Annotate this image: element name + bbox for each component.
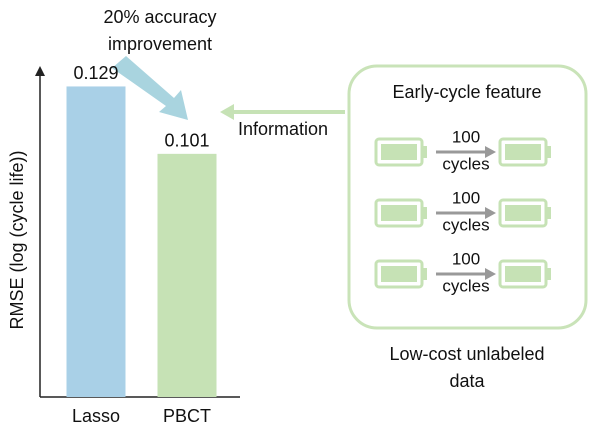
battery-tip (547, 146, 551, 158)
battery-tip (547, 268, 551, 280)
annotation: improvement (108, 34, 212, 54)
info-arrow-head (220, 104, 234, 120)
battery (498, 137, 548, 167)
bar (66, 86, 126, 397)
caption: data (449, 371, 485, 391)
caption: Low-cost unlabeled (389, 344, 544, 364)
battery-fill (381, 144, 417, 160)
value-label: 0.101 (164, 131, 209, 151)
step-arrow-head (485, 207, 496, 219)
step-count: 100 (452, 249, 480, 268)
bars: 0.129 Lasso 0.101 PBCT (66, 63, 217, 426)
y-axis-label: RMSE (log (cycle life)) (7, 150, 27, 329)
battery-tip (423, 268, 427, 280)
improvement-arrow (112, 56, 188, 120)
arrow-label: Information (238, 119, 328, 139)
battery (498, 259, 548, 289)
x-tick-label: PBCT (163, 406, 211, 426)
battery-fill (381, 205, 417, 221)
y-axis-arrow (35, 66, 45, 76)
battery (374, 198, 424, 228)
panel-title: Early-cycle feature (392, 82, 541, 102)
battery (374, 259, 424, 289)
battery-fill (505, 266, 541, 282)
battery (498, 198, 548, 228)
step-unit: cycles (442, 276, 489, 295)
annotation: 20% accuracy (103, 7, 216, 27)
battery-fill (505, 205, 541, 221)
battery-fill (381, 266, 417, 282)
value-label: 0.129 (73, 63, 118, 83)
x-tick-label: Lasso (72, 406, 120, 426)
battery-fill (505, 144, 541, 160)
feature-panel (347, 64, 588, 330)
battery (374, 137, 424, 167)
battery-tip (423, 146, 427, 158)
step-count: 100 (452, 127, 480, 146)
battery-tip (547, 207, 551, 219)
step-arrow-head (485, 146, 496, 158)
step-unit: cycles (442, 215, 489, 234)
steps: 100 cycles 100 cycles 100 cycles (374, 127, 551, 295)
bar (157, 153, 217, 397)
battery-tip (423, 207, 427, 219)
step-count: 100 (452, 188, 480, 207)
step-arrow-head (485, 268, 496, 280)
step-unit: cycles (442, 154, 489, 173)
